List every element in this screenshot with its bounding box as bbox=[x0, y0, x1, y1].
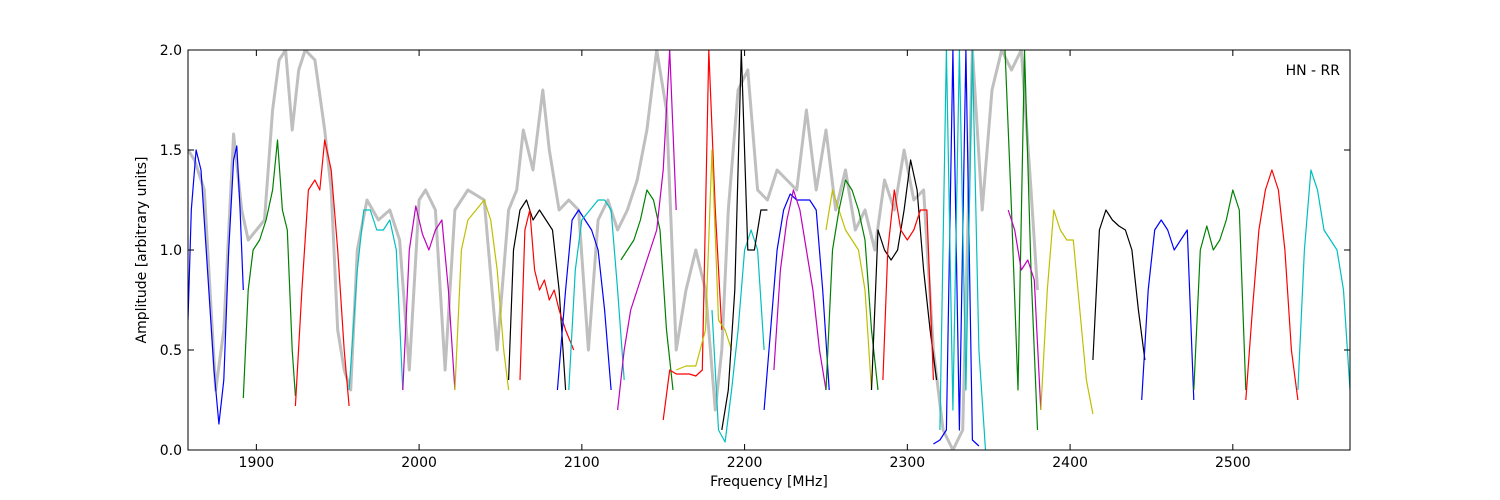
series-line-18 bbox=[773, 189, 827, 391]
series-line-26 bbox=[1007, 209, 1042, 411]
x-tick-label-2400: 2400 bbox=[1052, 455, 1088, 471]
series-line-8 bbox=[519, 209, 575, 381]
series-line-25 bbox=[1004, 50, 1039, 431]
series-line-19 bbox=[825, 189, 873, 391]
series-line-14 bbox=[675, 149, 733, 371]
y-tick-label-1.5: 1.5 bbox=[160, 143, 182, 159]
annotation-label: HN - RR bbox=[1286, 63, 1341, 79]
series-line-31 bbox=[1245, 169, 1299, 401]
x-tick-label-2200: 2200 bbox=[727, 455, 763, 471]
series-line-4 bbox=[348, 209, 404, 391]
series-line-9 bbox=[556, 209, 612, 391]
series-line-12 bbox=[617, 50, 677, 411]
series-line-13 bbox=[662, 50, 723, 421]
series-line-11 bbox=[620, 189, 674, 391]
plot-area bbox=[188, 50, 1350, 450]
x-tick-label-2300: 2300 bbox=[890, 455, 926, 471]
series-line-1 bbox=[188, 145, 244, 425]
x-axis-ticks: 1900 2000 2100 2200 2300 2400 2500 bbox=[239, 50, 1251, 471]
y-tick-label-0.0: 0.0 bbox=[160, 443, 182, 459]
series-line-21 bbox=[870, 159, 938, 391]
series-line-2 bbox=[242, 139, 296, 399]
series-line-5 bbox=[402, 205, 456, 391]
series-line-20 bbox=[825, 179, 879, 391]
series-layer bbox=[188, 50, 1350, 450]
series-line-30 bbox=[1193, 189, 1247, 391]
y-axis-label: Amplitude [arbitrary units] bbox=[134, 157, 150, 344]
envelope-line bbox=[188, 50, 1039, 450]
x-tick-label-2500: 2500 bbox=[1215, 455, 1251, 471]
y-tick-label-2.0: 2.0 bbox=[160, 43, 182, 59]
x-axis-label: Frequency [MHz] bbox=[710, 474, 828, 490]
series-line-16 bbox=[721, 50, 768, 431]
y-tick-label-1.0: 1.0 bbox=[160, 243, 182, 259]
y-axis-ticks: 0.0 0.5 1.0 1.5 2.0 bbox=[160, 43, 1350, 459]
series-line-24 bbox=[939, 50, 987, 450]
series-line-28 bbox=[1092, 209, 1146, 361]
series-line-29 bbox=[1141, 219, 1195, 401]
series-line-22 bbox=[882, 189, 934, 381]
series-line-3 bbox=[294, 139, 350, 407]
series-line-32 bbox=[1297, 169, 1350, 391]
series-line-10 bbox=[568, 199, 625, 391]
x-tick-label-2100: 2100 bbox=[564, 455, 600, 471]
series-line-7 bbox=[508, 199, 567, 391]
y-tick-label-0.5: 0.5 bbox=[160, 343, 182, 359]
series-line-27 bbox=[1040, 209, 1094, 415]
envelope-layer bbox=[188, 50, 1039, 450]
series-line-6 bbox=[454, 199, 510, 391]
x-tick-label-1900: 1900 bbox=[239, 455, 275, 471]
x-tick-label-2000: 2000 bbox=[401, 455, 437, 471]
